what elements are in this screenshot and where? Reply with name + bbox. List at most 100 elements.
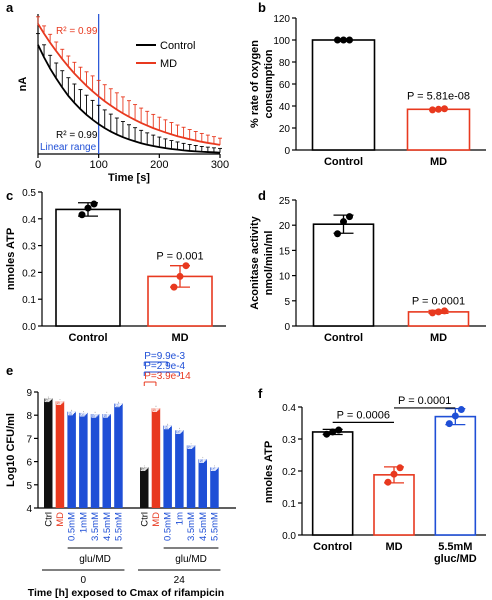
a-r2-md: R² = 0.99 <box>56 26 98 37</box>
e-y-tick-label: 8 <box>26 411 32 422</box>
e-x-tick-label-Ctrl: Ctrl <box>139 512 150 527</box>
e-y-tick-label: 5 <box>26 481 32 492</box>
c-point <box>84 204 92 212</box>
e-point <box>117 400 123 405</box>
a-x-tick-label: 300 <box>211 159 229 171</box>
b-y-tick-label: 40 <box>279 102 291 113</box>
f-bar-1 <box>373 474 415 536</box>
d-bar-0 <box>312 223 375 327</box>
b-point <box>334 36 341 44</box>
f-point <box>329 428 337 436</box>
a-legend-label-MD: MD <box>160 58 177 70</box>
f-p-value: P = 0.0006 <box>337 409 390 421</box>
f-point <box>396 464 404 472</box>
b-y-tick-label: 120 <box>273 14 290 25</box>
e-point <box>178 426 183 432</box>
f-y-tick-label: 0.3 <box>282 435 296 446</box>
c-x-tick-label: MD <box>171 332 188 344</box>
e-glu-label: glu/MD <box>79 554 111 565</box>
f-point <box>335 426 343 434</box>
e-bar-1mM <box>79 412 88 508</box>
e-x-tick-label-3.5mM: 3.5mM <box>90 512 101 541</box>
e-bar-Ctrl <box>140 467 149 508</box>
e-point <box>116 401 121 407</box>
d-y-label: nmol/min/ml <box>263 231 275 296</box>
d-point <box>429 309 436 317</box>
e-x-tick-label-5.5mM: 5.5mM <box>113 512 124 541</box>
b-point <box>346 36 353 44</box>
b-p-value: P = 5.81e-08 <box>407 90 470 102</box>
c-y-tick-label: 0.5 <box>22 188 36 199</box>
e-point <box>154 404 160 410</box>
c-point <box>176 272 184 280</box>
e-point <box>105 410 111 416</box>
b-bar-0 <box>311 39 376 151</box>
b-x-tick-label: Control <box>324 156 363 168</box>
f-y-tick-label: 0.1 <box>282 499 296 510</box>
e-point <box>166 422 172 427</box>
d-y-tick-label: 10 <box>279 272 291 283</box>
a-x-tick-label: 100 <box>89 159 107 171</box>
e-bar-4.5mM <box>198 459 207 508</box>
c-y-tick-label: 0.0 <box>22 322 36 333</box>
e-x-tick-label-1mM: 1mM <box>78 512 89 533</box>
e-x-tick-label-0.5mM: 0.5mM <box>67 512 78 541</box>
e-y-tick-label: 4 <box>26 504 32 515</box>
e-point <box>200 456 206 462</box>
b-point <box>340 36 347 44</box>
e-x-tick-label-4.5mM: 4.5mM <box>102 512 113 541</box>
e-point <box>213 463 219 469</box>
f-x-tick-label: MD <box>385 541 402 553</box>
e-y-tick-label: 9 <box>26 388 32 399</box>
e-bar-MD <box>151 408 161 508</box>
e-x-tick-label-1m: 1m <box>174 512 185 525</box>
c-y-tick-label: 0.1 <box>22 295 36 306</box>
d-y-tick-label: 20 <box>279 221 291 232</box>
e-x-tick-label-MD: MD <box>151 512 162 527</box>
d-y-tick-label: 5 <box>284 297 290 308</box>
f-y-label: nmoles ATP <box>263 441 275 503</box>
b-point <box>441 105 448 113</box>
f-point <box>451 412 459 420</box>
e-x-tick-label-4.5mM: 4.5mM <box>198 512 209 541</box>
e-point <box>58 397 64 403</box>
d-y-tick-label: 25 <box>279 196 291 207</box>
a-linear-range-label: Linear range <box>40 142 97 153</box>
a-series-line-MD <box>37 23 221 146</box>
e-point <box>45 396 51 401</box>
a-x-label: Time [s] <box>108 172 150 184</box>
b-y-tick-label: 100 <box>273 36 290 47</box>
f-point <box>457 406 465 414</box>
c-y-tick-label: 0.4 <box>22 215 36 226</box>
e-x-tick-label-Ctrl: Ctrl <box>43 512 54 527</box>
a-legend-label-Control: Control <box>160 40 195 52</box>
f-p-value: P = 0.0001 <box>398 395 451 407</box>
e-point <box>201 455 207 461</box>
b-y-label: % rate of oxygen <box>249 40 261 128</box>
c-point <box>78 211 86 219</box>
b-y-tick-label: 20 <box>279 124 291 135</box>
c-p-value: P = 0.001 <box>156 251 203 263</box>
e-x-tick-label-MD: MD <box>55 512 66 527</box>
f-y-tick-label: 0.4 <box>282 403 296 414</box>
f-y-tick-label: 0.0 <box>282 531 296 542</box>
e-point <box>104 411 110 417</box>
e-bar-MD <box>55 401 65 508</box>
d-point <box>334 230 341 238</box>
e-point <box>69 409 75 415</box>
a-series-line-Control <box>37 44 221 154</box>
a-x-tick-label: 200 <box>150 159 168 171</box>
e-bar-4.5mM <box>102 414 111 508</box>
e-p-value: P=9.9e-3 <box>144 351 185 362</box>
f-y-tick-label: 0.2 <box>282 467 296 478</box>
b-point <box>435 105 442 113</box>
e-y-tick-label: 7 <box>26 434 32 445</box>
f-x-tick-label: 5.5mM <box>438 541 472 553</box>
e-point <box>47 394 52 400</box>
e-bar-5.5mM <box>114 403 123 508</box>
c-point <box>170 283 178 291</box>
e-p-value: P=3.9e-14 <box>144 371 191 382</box>
e-point <box>82 409 87 415</box>
e-point <box>176 427 182 433</box>
